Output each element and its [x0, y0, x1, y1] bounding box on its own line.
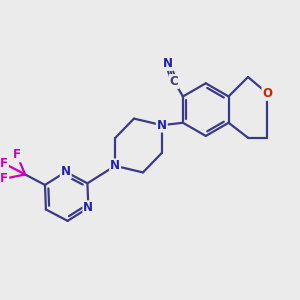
Text: N: N	[61, 165, 71, 178]
Text: N: N	[163, 57, 173, 70]
Text: F: F	[0, 157, 8, 170]
Text: F: F	[13, 148, 21, 161]
Text: C: C	[169, 75, 178, 88]
Text: O: O	[262, 87, 272, 100]
Text: F: F	[0, 172, 8, 185]
Text: N: N	[157, 119, 167, 132]
Text: N: N	[110, 159, 120, 172]
Text: N: N	[83, 201, 93, 214]
